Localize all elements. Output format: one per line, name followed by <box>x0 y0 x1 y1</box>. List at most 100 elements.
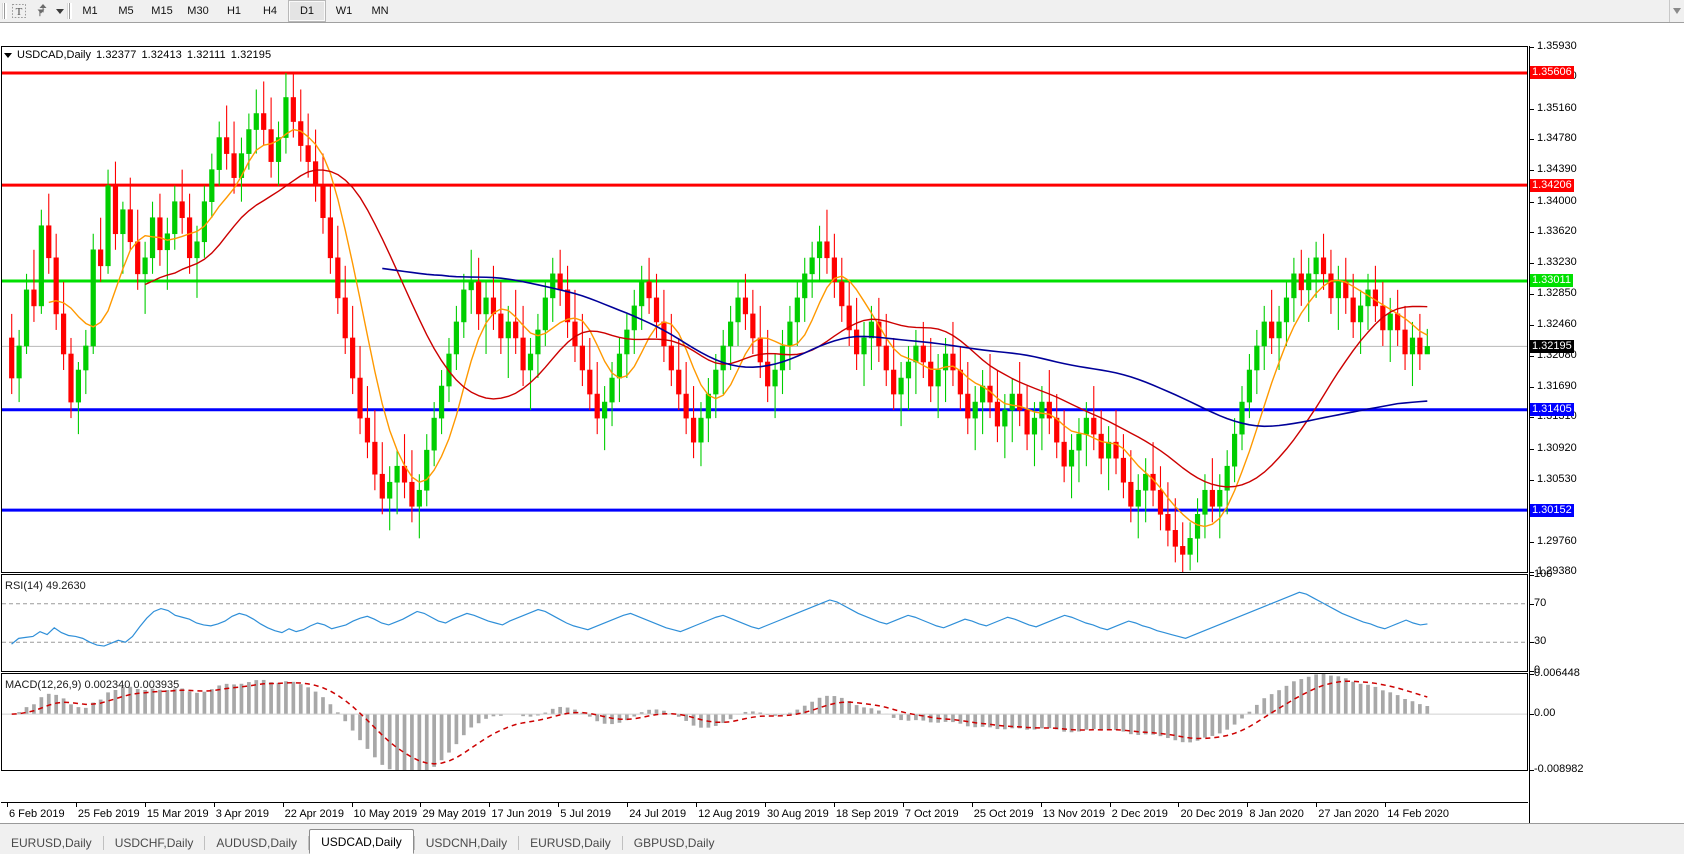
rsi-plot <box>2 591 1527 647</box>
timeframe-m5[interactable]: M5 <box>118 5 134 17</box>
rsi-pane[interactable] <box>1 574 1528 672</box>
timeframe-m15[interactable]: M15 <box>151 5 173 17</box>
macd-indicator-label[interactable]: MACD(12,26,9) 0.002340 0.003935 <box>5 679 180 691</box>
price-tick-label: 1.29760 <box>1537 534 1577 547</box>
tick-mark <box>1530 263 1534 265</box>
chart-tab-bar: EURUSD,Daily USDCHF,Daily AUDUSD,Daily USDC… <box>0 823 1684 854</box>
tab-separator <box>518 836 520 850</box>
triangle-down-icon[interactable] <box>4 52 12 58</box>
price-line-label-pivot[interactable]: 1.33011 <box>1530 274 1573 288</box>
tick-mark <box>1530 674 1534 675</box>
time-tick <box>7 803 8 807</box>
toolbar-overflow-handle[interactable] <box>1669 0 1684 22</box>
tab-separator <box>204 836 206 850</box>
quote-close: 1.32195 <box>230 49 272 61</box>
chart-tab-usdcnh[interactable]: USDCNH,Daily <box>425 836 508 850</box>
time-tick-label: 24 Jul 2019 <box>629 808 687 820</box>
time-tick-label: 27 Jan 2020 <box>1318 808 1379 820</box>
price-tick-label: 1.35930 <box>1537 40 1577 52</box>
scale-tick-label: 30 <box>1534 635 1547 648</box>
quote-open: 1.32377 <box>95 49 137 61</box>
time-tick <box>765 803 766 807</box>
timeframe-m1[interactable]: M1 <box>82 5 98 17</box>
symbol-header[interactable]: USDCAD,Daily 1.32377 1.32413 1.32111 1.3… <box>4 49 271 61</box>
tick-mark <box>1530 386 1534 388</box>
time-tick-label: 12 Aug 2019 <box>698 808 760 820</box>
tick-mark <box>1530 541 1534 543</box>
chart-tab-gbpusd[interactable]: GBPUSD,Daily <box>633 836 715 850</box>
time-tick-label: 5 Jul 2019 <box>560 808 612 820</box>
timeframe-m30[interactable]: M30 <box>187 5 209 17</box>
scale-tick-label: 100 <box>1534 568 1553 580</box>
time-tick <box>1178 803 1180 807</box>
time-tick <box>1040 803 1042 807</box>
time-tick <box>351 803 353 807</box>
scale-tick-label: -0.008982 <box>1534 763 1584 775</box>
price-pane[interactable] <box>1 46 1528 573</box>
time-tick-label: 8 Jan 2020 <box>1249 808 1304 820</box>
timeframe-selector: M1 M5 M15 M30 H1 H4 D1 W1 MN <box>72 0 398 22</box>
chart-tab-usdchf[interactable]: USDCHF,Daily <box>114 836 194 850</box>
tab-separator <box>102 836 104 850</box>
timeframe-d1[interactable]: D1 <box>288 0 326 22</box>
rsi-indicator-label[interactable]: RSI(14) 49.2630 <box>5 580 86 592</box>
time-tick <box>1247 803 1249 807</box>
price-plot <box>2 71 1527 572</box>
price-line-label-resistance[interactable]: 1.35606 <box>1530 66 1574 80</box>
tick-mark <box>1530 47 1534 48</box>
timeframe-w1[interactable]: W1 <box>335 5 353 17</box>
chart-window[interactable]: USDCAD,Daily 1.32377 1.32413 1.32111 1.3… <box>0 23 1684 823</box>
chart-tab-eurusd[interactable]: EURUSD,Daily <box>530 836 611 850</box>
tick-mark <box>1530 417 1534 419</box>
time-tick <box>282 803 284 807</box>
price-line-label-support[interactable]: 1.30152 <box>1530 503 1574 517</box>
tab-separator <box>621 836 623 850</box>
chart-tab-usdcad-active[interactable]: USDCAD,Daily <box>309 829 414 854</box>
time-tick-label: 14 Feb 2020 <box>1387 808 1449 820</box>
text-tool-icon[interactable]: T <box>7 1 31 21</box>
time-tick <box>489 803 491 807</box>
time-tick-label: 25 Oct 2019 <box>973 808 1034 820</box>
time-tick <box>627 803 629 807</box>
tick-mark <box>1530 108 1534 110</box>
toolbar-drag-handle[interactable] <box>2 3 7 19</box>
tab-separator <box>308 836 310 850</box>
time-tick-label: 7 Oct 2019 <box>904 808 959 820</box>
price-line-label-support[interactable]: 1.31405 <box>1530 403 1574 417</box>
axis-line <box>1529 46 1530 823</box>
time-tick <box>420 803 422 807</box>
timeframe-group-handle[interactable] <box>67 3 72 19</box>
tick-mark <box>1530 479 1534 481</box>
price-tick-label: 1.30530 <box>1537 472 1577 485</box>
price-line-label-last-price[interactable]: 1.32195 <box>1530 339 1574 353</box>
tick-mark <box>1530 770 1534 771</box>
macd-plot <box>2 674 1527 770</box>
svg-text:T: T <box>16 6 23 18</box>
chevron-down-icon[interactable] <box>55 2 65 20</box>
time-tick <box>1385 803 1387 807</box>
time-axis[interactable]: 6 Feb 2019 25 Feb 2019 15 Mar 2019 3 Apr 20… <box>1 802 1528 823</box>
timeframe-mn[interactable]: MN <box>371 5 389 17</box>
time-tick <box>971 803 973 807</box>
macd-pane[interactable] <box>1 673 1528 771</box>
tick-mark <box>1530 170 1534 172</box>
indicators-icon[interactable] <box>31 1 55 21</box>
price-line-label-resistance[interactable]: 1.34206 <box>1530 178 1574 192</box>
time-tick-label: 10 May 2019 <box>353 808 418 820</box>
price-tick-label: 1.30920 <box>1537 441 1577 454</box>
tick-mark <box>1530 642 1534 644</box>
tick-mark <box>1530 139 1534 141</box>
price-tick-label: 1.32460 <box>1537 318 1577 331</box>
chart-tab-eurusd[interactable]: EURUSD,Daily <box>11 836 92 850</box>
timeframe-h4[interactable]: H4 <box>262 5 278 17</box>
quote-high: 1.32413 <box>141 49 182 61</box>
quote-low: 1.32111 <box>186 49 226 61</box>
tick-mark <box>1530 671 1534 672</box>
chart-tab-audusd[interactable]: AUDUSD,Daily <box>216 836 298 850</box>
price-axis[interactable]: 1.359301.355501.351601.347801.343901.340… <box>1529 40 1684 823</box>
tick-mark <box>1530 575 1534 576</box>
time-tick <box>558 803 560 807</box>
tick-mark <box>1530 293 1534 295</box>
timeframe-h1[interactable]: H1 <box>226 5 242 17</box>
scale-tick-label: 70 <box>1534 596 1547 609</box>
